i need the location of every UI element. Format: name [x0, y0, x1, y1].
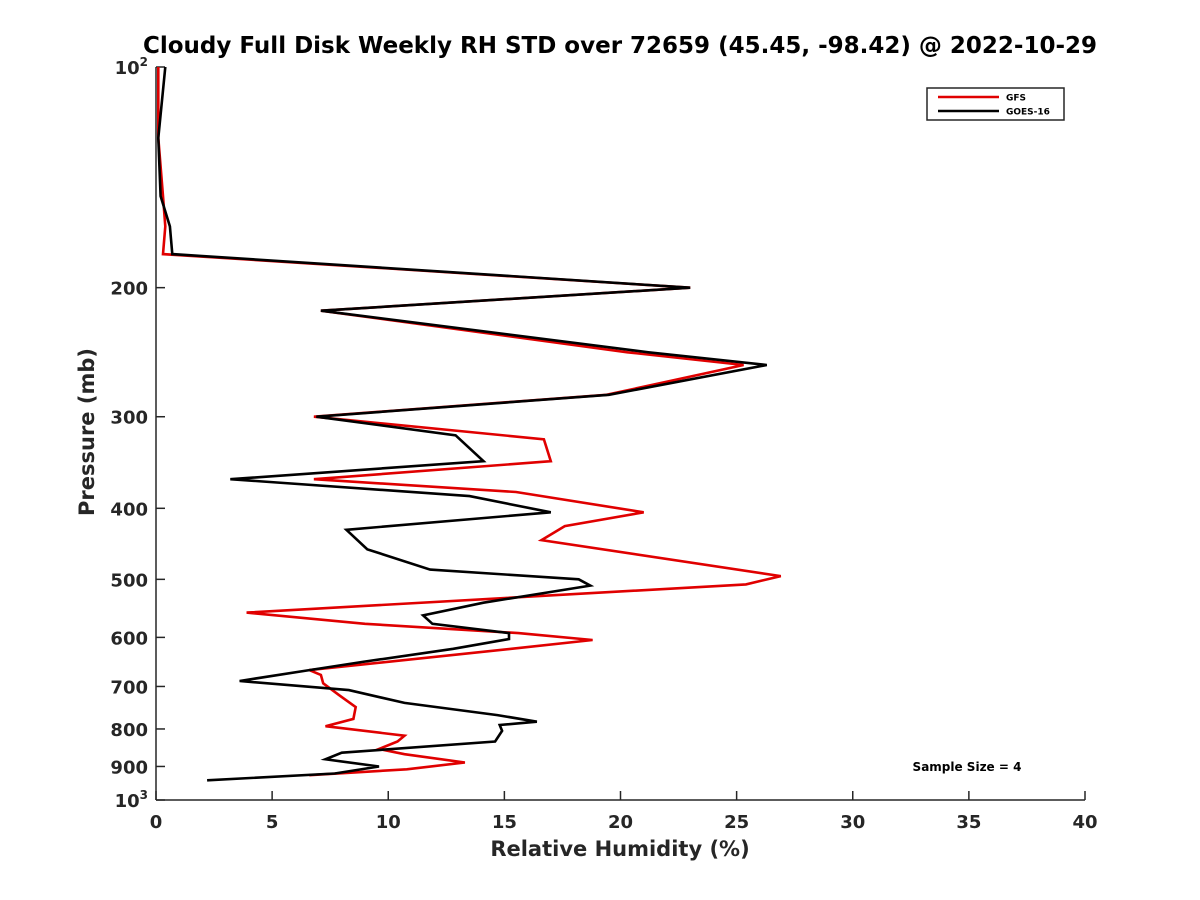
x-tick-label: 25 [724, 812, 749, 833]
y-tick-label: 500 [110, 570, 148, 591]
x-tick-label: 0 [150, 812, 163, 833]
legend-label: GFS [1006, 94, 1026, 104]
legend: GFS GOES-16 [926, 87, 1065, 121]
chart-title: Cloudy Full Disk Weekly RH STD over 7265… [143, 33, 1097, 59]
x-tick-label: 40 [1072, 812, 1097, 833]
x-tick-label: 35 [956, 812, 981, 833]
y-tick-label: 200 [110, 279, 148, 300]
y-tick-label: 103 [115, 788, 148, 812]
y-tick-label: 400 [110, 499, 148, 520]
legend-box [926, 87, 1065, 121]
y-tick-label: 102 [115, 55, 148, 79]
y-axis-label: Pressure (mb) [75, 348, 99, 516]
x-tick-label: 15 [492, 812, 517, 833]
plot-area: 0 5 10 15 20 25 30 35 40 102 200 300 400 500 600 700 800… [110, 55, 1097, 833]
x-tick-label: 10 [376, 812, 401, 833]
y-tick-label: 600 [110, 628, 148, 649]
y-tick-label: 900 [110, 757, 148, 778]
y-tick-label: 700 [110, 677, 148, 698]
legend-label: GOES-16 [1006, 108, 1050, 118]
series-line-gfs [157, 67, 782, 777]
y-tick-label: 300 [110, 408, 148, 429]
y-tick-label: 800 [110, 720, 148, 741]
x-tick-label: 20 [608, 812, 633, 833]
x-tick-label: 30 [840, 812, 865, 833]
x-tick-label: 5 [266, 812, 279, 833]
series-line-goes-16 [156, 66, 768, 782]
x-axis-label: Relative Humidity (%) [490, 837, 749, 861]
sample-size-annotation: Sample Size = 4 [913, 760, 1022, 774]
